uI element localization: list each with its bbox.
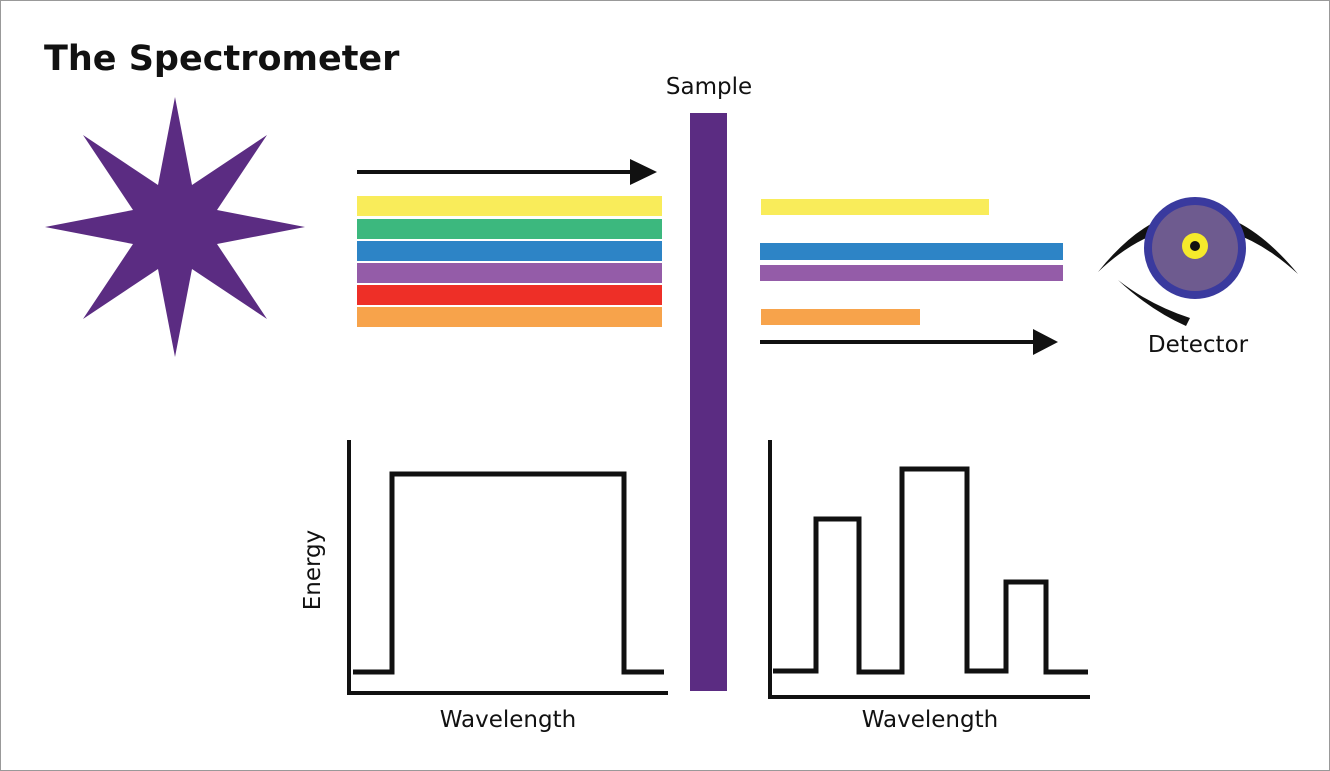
arrow-out xyxy=(760,329,1058,355)
sample-label: Sample xyxy=(666,74,752,100)
detector-label: Detector xyxy=(1148,332,1249,358)
y-axis-label: Energy xyxy=(300,530,326,611)
input-graph xyxy=(347,440,668,695)
x-axis-label: Wavelength xyxy=(440,707,576,733)
x-axis-label: Wavelength xyxy=(862,707,998,733)
detector-eye xyxy=(1098,197,1298,326)
light-source xyxy=(45,97,305,357)
sample xyxy=(690,113,727,691)
output-graph xyxy=(768,440,1090,699)
transmitted-beams xyxy=(760,199,1063,325)
title: The Spectrometer xyxy=(44,39,400,79)
incident-beams xyxy=(357,196,662,327)
arrow-in xyxy=(357,159,657,185)
